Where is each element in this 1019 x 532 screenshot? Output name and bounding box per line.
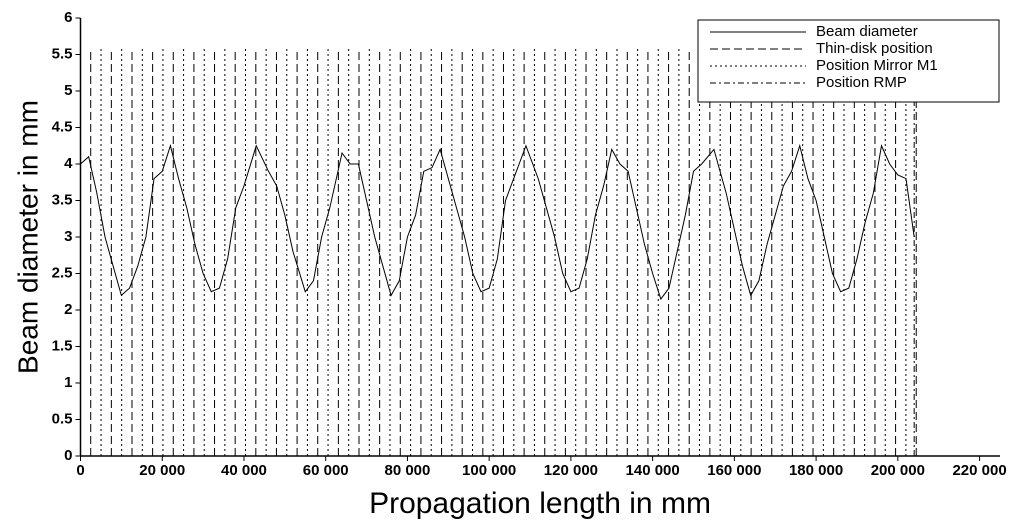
y-tick-label: 4 xyxy=(64,155,73,172)
y-tick-label: 2.5 xyxy=(52,264,73,281)
legend-box xyxy=(697,19,1000,103)
y-tick-label: 1.5 xyxy=(52,337,73,354)
x-tick-label: 100 000 xyxy=(462,462,516,479)
y-tick-label: 1 xyxy=(64,374,72,391)
x-axis-title: Propagation length in mm xyxy=(369,487,711,520)
y-tick-label: 3.5 xyxy=(52,191,73,208)
y-axis-title: Beam diameter in mm xyxy=(12,100,43,374)
y-tick-label: 5.5 xyxy=(52,45,73,62)
series-line xyxy=(80,143,915,301)
x-tick-label: 80 000 xyxy=(384,462,430,479)
y-tick-label: 6 xyxy=(64,9,72,26)
x-tick-label: 220 000 xyxy=(952,462,1006,479)
x-tick-label: 180 000 xyxy=(789,462,843,479)
y-tick-label: 4.5 xyxy=(52,118,73,135)
y-tick-label: 3 xyxy=(64,228,72,245)
x-tick-label: 20 000 xyxy=(139,462,185,479)
y-tick-label: 2 xyxy=(64,301,72,318)
x-tick-label: 60 000 xyxy=(303,462,349,479)
legend-label: Position Mirror M1 xyxy=(816,57,938,74)
x-tick-label: 140 000 xyxy=(626,462,680,479)
x-tick-label: 40 000 xyxy=(221,462,267,479)
y-tick-label: 5 xyxy=(64,82,72,99)
y-tick-label: 0.5 xyxy=(52,410,73,427)
legend-label: Beam diameter xyxy=(816,23,918,40)
legend-label: Position RMP xyxy=(816,74,907,91)
x-tick-label: 120 000 xyxy=(544,462,598,479)
x-tick-label: 200 000 xyxy=(871,462,925,479)
x-tick-label: 160 000 xyxy=(707,462,761,479)
y-tick-label: 0 xyxy=(64,447,72,464)
x-tick-label: 0 xyxy=(76,462,84,479)
legend-label: Thin-disk position xyxy=(816,40,933,57)
